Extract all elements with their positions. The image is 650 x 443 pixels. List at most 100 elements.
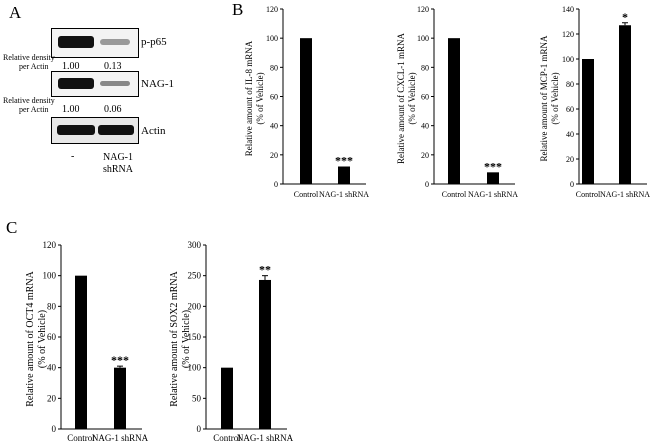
bar-control [582,59,594,184]
bar-nag1-shrna [338,166,350,184]
category-label: NAG-1 shRNA [237,433,294,443]
p65-density-lane2: 0.13 [104,61,122,72]
y-axis-label-line1: Relative amount of IL-8 mRNA [244,40,254,156]
y-tick-label: 40 [47,363,57,373]
y-axis-label-line2: (% of Vehicle) [37,310,48,368]
band-nag-1-lane2 [100,81,130,86]
panel-label-a: A [9,3,22,22]
bar-control [221,367,233,429]
y-tick-label: 20 [421,151,429,160]
y-tick-label: 0 [570,180,574,189]
y-tick-label: 120 [266,5,278,14]
y-tick-label: 200 [188,301,202,311]
y-tick-label: 60 [270,93,278,102]
p65-density-lane1: 1.00 [62,61,80,72]
band-label-actin: Actin [141,125,166,137]
bar-nag1-shrna [619,25,631,184]
significance-mark: *** [484,159,502,173]
y-tick-label: 0 [52,424,57,434]
y-tick-label: 20 [47,393,57,403]
y-tick-label: 100 [188,363,202,373]
y-tick-label: 120 [43,240,57,250]
bar-nag1-shrna [259,279,271,429]
band-actin-lane1 [57,125,95,135]
y-axis-label: Relative amount of OCT4 mRNA (% of Vehicl… [25,270,48,406]
panel-label-b: B [232,0,244,19]
significance-mark: *** [335,154,353,168]
y-tick-label: 300 [188,240,202,250]
bar-nag1-shrna [487,172,499,184]
category-label: Control [442,190,467,199]
y-tick-label: 80 [566,80,574,89]
y-tick-label: 140 [562,5,574,14]
y-axis-label-line2: (% of Vehicle) [407,72,417,124]
nag1-density-lane1: 1.00 [62,104,80,115]
blot-p-p65 [51,28,139,58]
category-label: Control [576,190,601,199]
y-tick-label: 80 [47,301,57,311]
band-p-p65-lane2 [100,39,130,45]
bar-control [300,38,312,184]
category-label: Control [294,190,319,199]
band-label-p-p65: p-p65 [141,36,167,48]
band-p-p65-lane1 [58,36,94,48]
y-axis-label-line2: (% of Vehicle) [255,72,265,124]
y-tick-label: 20 [566,155,574,164]
y-tick-label: 100 [266,34,278,43]
bar-control [75,275,87,429]
category-label: NAG-1 shRNA [319,190,369,199]
y-tick-label: 0 [274,180,278,189]
y-tick-label: 60 [421,93,429,102]
lane2-label: NAG-1 shRNA [103,152,134,175]
y-axis-label-line1: Relative amount of CXCL-1 mRNA [396,33,406,164]
y-tick-label: 100 [43,271,57,281]
y-tick-label: 60 [566,105,574,114]
panel-label-c: C [6,218,18,237]
significance-mark: ** [259,263,271,277]
y-axis-label-line2: (% of Vehicle) [181,310,192,368]
category-label: Control [213,433,241,443]
y-tick-label: 40 [566,130,574,139]
y-axis-label: Relative amount of MCP-1 mRNA (% of Vehic… [539,35,560,161]
y-tick-label: 250 [188,271,202,281]
significance-mark: *** [111,353,129,367]
bar-nag1-shrna [114,367,126,429]
band-label-nag-1: NAG-1 [141,78,174,90]
density-label-1: Relative density per Actin [3,53,55,71]
blot-actin [51,117,139,144]
lane1-label: - [71,151,75,162]
y-axis-label-line2: (% of Vehicle) [550,72,560,124]
y-tick-label: 60 [47,332,57,342]
y-tick-label: 80 [270,63,278,72]
y-axis-label: Relative amount of IL-8 mRNA (% of Vehicl… [244,40,265,156]
density-label-2: Relative density per Actin [3,96,55,114]
y-tick-label: 120 [562,30,574,39]
category-label: NAG-1 shRNA [600,190,650,199]
y-tick-label: 0 [425,180,429,189]
bar-control [448,38,460,184]
y-tick-label: 100 [562,55,574,64]
category-label: NAG-1 shRNA [468,190,518,199]
y-tick-label: 100 [417,34,429,43]
category-label: Control [67,433,95,443]
y-tick-label: 40 [270,122,278,131]
band-actin-lane2 [98,125,134,135]
y-axis-label: Relative amount of CXCL-1 mRNA (% of Vehi… [396,33,417,164]
y-tick-label: 20 [270,151,278,160]
y-axis-label-line1: Relative amount of SOX2 mRNA [169,270,180,406]
y-tick-label: 120 [417,5,429,14]
band-nag-1-lane1 [58,78,94,89]
nag1-density-lane2: 0.06 [104,104,122,115]
y-axis-label-line1: Relative amount of OCT4 mRNA [25,270,36,406]
y-tick-label: 0 [197,424,202,434]
y-tick-label: 80 [421,63,429,72]
y-axis-label: Relative amount of SOX2 mRNA (% of Vehicl… [169,270,192,406]
y-axis-label-line1: Relative amount of MCP-1 mRNA [539,35,549,161]
blot-nag-1 [51,71,139,97]
y-tick-label: 150 [188,332,202,342]
